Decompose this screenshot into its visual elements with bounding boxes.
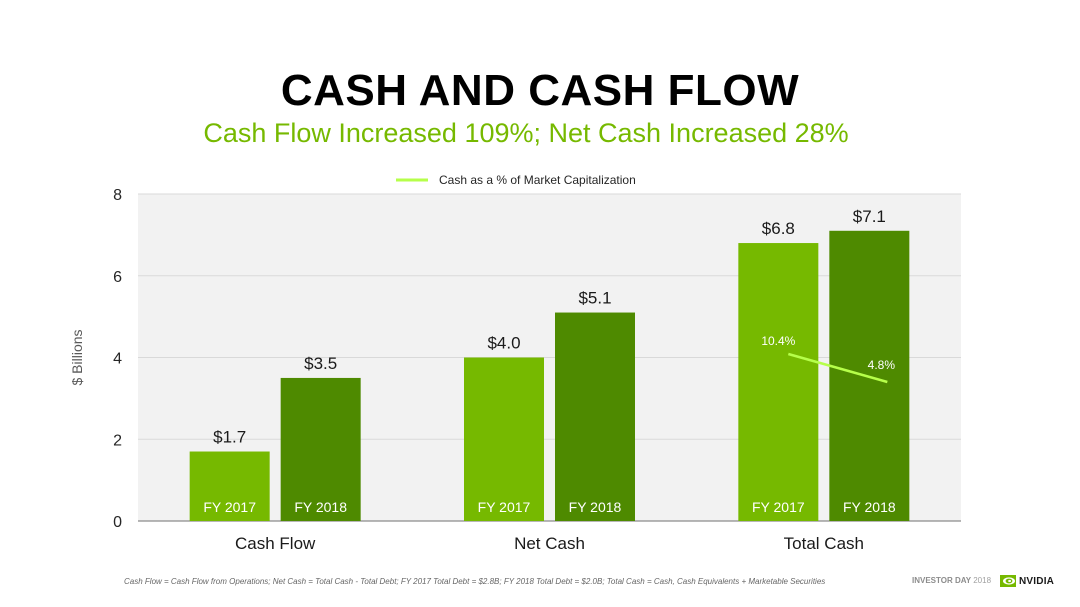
x-tick-label: Total Cash xyxy=(784,534,864,553)
line-data-label: 10.4% xyxy=(761,334,795,348)
bar-series-label: FY 2018 xyxy=(843,499,896,515)
eye-logo-icon xyxy=(1000,575,1016,587)
y-tick-label: 8 xyxy=(113,187,122,204)
footnote: Cash Flow = Cash Flow from Operations; N… xyxy=(124,577,826,586)
legend: Cash as a % of Market Capitalization xyxy=(396,173,636,187)
line-data-label: 4.8% xyxy=(868,358,896,372)
nvidia-logo: NVIDIA xyxy=(1000,573,1054,589)
y-axis-label: $ Billions xyxy=(69,329,85,385)
bar xyxy=(555,312,635,521)
bar-series-label: FY 2018 xyxy=(294,499,347,515)
data-label: $1.7 xyxy=(213,428,246,447)
event-label: INVESTOR DAY 2018 xyxy=(912,576,991,585)
page-title: CASH AND CASH FLOW xyxy=(280,66,800,115)
data-label: $6.8 xyxy=(762,219,795,238)
bar-series-label: FY 2017 xyxy=(478,499,531,515)
page-subtitle: Cash Flow Increased 109%; Net Cash Incre… xyxy=(203,118,849,148)
bar xyxy=(738,243,819,522)
plot-area: 0 2 4 6 8 $ Billions $1.7 FY 2017 $3.5 FY 2018 Cas… xyxy=(69,187,961,553)
data-label: $3.5 xyxy=(304,354,337,373)
data-label: $7.1 xyxy=(853,207,886,226)
line-series xyxy=(787,352,888,384)
y-tick-label: 2 xyxy=(113,432,122,449)
bar xyxy=(189,451,270,521)
y-tick-label: 0 xyxy=(113,514,122,531)
bar-series-label: FY 2018 xyxy=(569,499,622,515)
event-year: 2018 xyxy=(973,576,992,585)
data-label: $4.0 xyxy=(487,334,520,353)
data-label: $5.1 xyxy=(578,289,611,308)
y-tick-label: 4 xyxy=(113,351,122,368)
bar-series-label: FY 2017 xyxy=(752,499,805,515)
logo-wordmark: NVIDIA xyxy=(1019,575,1055,587)
y-tick-label: 6 xyxy=(113,269,122,286)
x-tick-label: Cash Flow xyxy=(235,534,316,553)
legend-label: Cash as a % of Market Capitalization xyxy=(439,173,636,187)
bar xyxy=(464,357,544,521)
bar-series-label: FY 2017 xyxy=(203,499,256,515)
event-name: INVESTOR DAY xyxy=(912,576,971,585)
x-tick-label: Net Cash xyxy=(514,534,585,553)
bar xyxy=(280,377,361,521)
